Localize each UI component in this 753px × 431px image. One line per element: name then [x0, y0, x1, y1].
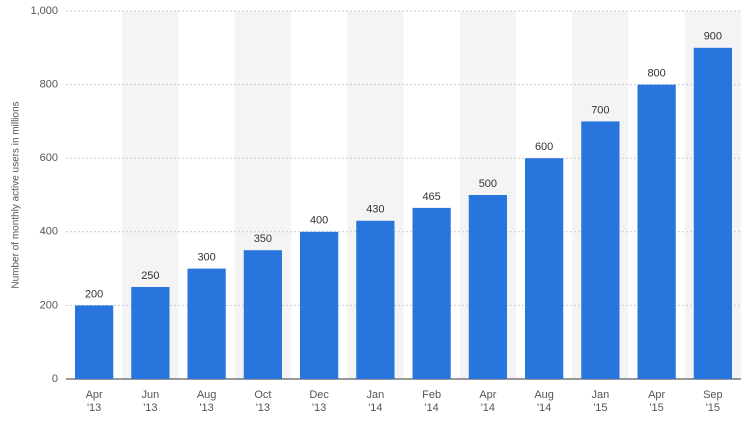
bar — [637, 84, 676, 379]
y-tick-label: 0 — [52, 373, 58, 385]
bar — [356, 220, 395, 379]
value-label: 500 — [479, 178, 497, 190]
bar — [243, 250, 282, 379]
value-label: 430 — [366, 204, 384, 216]
value-label: 250 — [141, 270, 159, 282]
bar — [300, 231, 339, 379]
y-tick-label: 1,000 — [30, 5, 58, 17]
bar — [581, 121, 620, 380]
bar — [412, 207, 451, 379]
value-label: 900 — [704, 31, 722, 43]
x-tick-label: Dec '13 — [309, 389, 329, 414]
bar — [525, 158, 564, 379]
x-tick-label: Feb '14 — [422, 389, 441, 414]
bar — [468, 195, 507, 379]
bar — [131, 287, 170, 379]
value-label: 400 — [310, 215, 328, 227]
x-tick-label: Oct '13 — [254, 389, 271, 414]
x-tick-label: Jun '13 — [142, 389, 160, 414]
value-label: 350 — [254, 233, 272, 245]
x-tick-label: Aug '14 — [534, 389, 554, 414]
y-axis-label: Number of monthly active users in millio… — [11, 101, 22, 288]
value-label: 465 — [422, 191, 440, 203]
bar — [187, 268, 226, 379]
x-tick-label: Sep '15 — [703, 389, 723, 414]
bar — [693, 47, 732, 380]
y-tick-label: 600 — [40, 152, 58, 164]
x-tick-label: Apr '14 — [479, 389, 496, 414]
value-label: 800 — [647, 68, 665, 80]
value-label: 700 — [591, 104, 609, 116]
x-tick-label: Apr '15 — [648, 389, 665, 414]
value-label: 200 — [85, 288, 103, 300]
x-tick-label: Apr '13 — [86, 389, 103, 414]
y-tick-label: 800 — [40, 79, 58, 91]
x-tick-label: Aug '13 — [197, 389, 217, 414]
y-tick-label: 400 — [40, 226, 58, 238]
bar — [75, 305, 114, 379]
x-tick-label: Jan '15 — [592, 389, 610, 414]
value-label: 600 — [535, 141, 553, 153]
x-tick-label: Jan '14 — [367, 389, 385, 414]
value-label: 300 — [197, 252, 215, 264]
y-tick-label: 200 — [40, 299, 58, 311]
